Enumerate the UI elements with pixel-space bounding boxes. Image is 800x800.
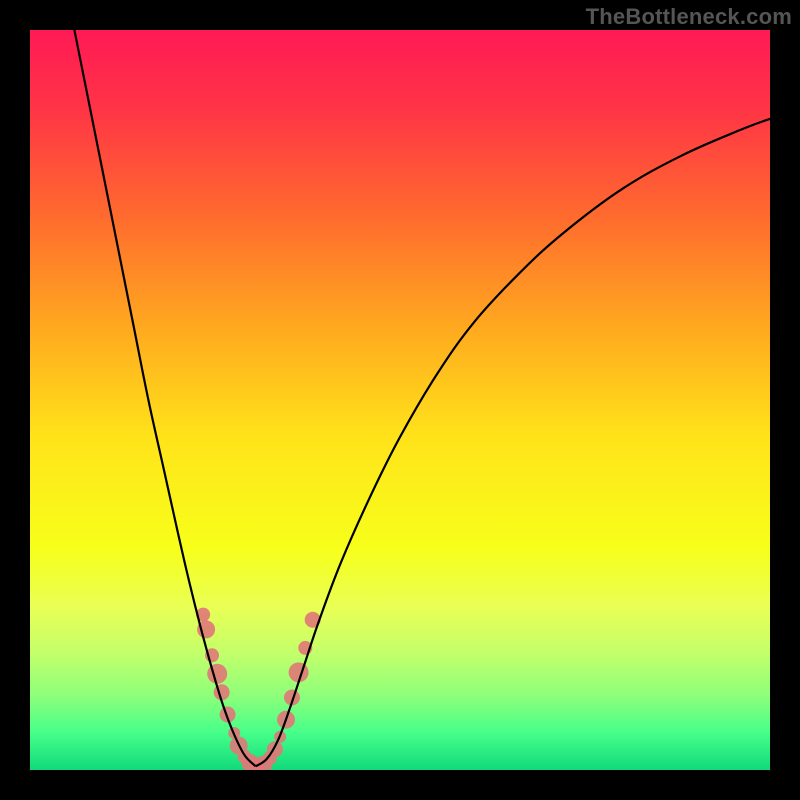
data-marker [207, 664, 227, 684]
watermark-text: TheBottleneck.com [586, 4, 792, 30]
chart-svg [0, 0, 800, 800]
plot-gradient-background [30, 30, 770, 770]
chart-container: TheBottleneck.com [0, 0, 800, 800]
